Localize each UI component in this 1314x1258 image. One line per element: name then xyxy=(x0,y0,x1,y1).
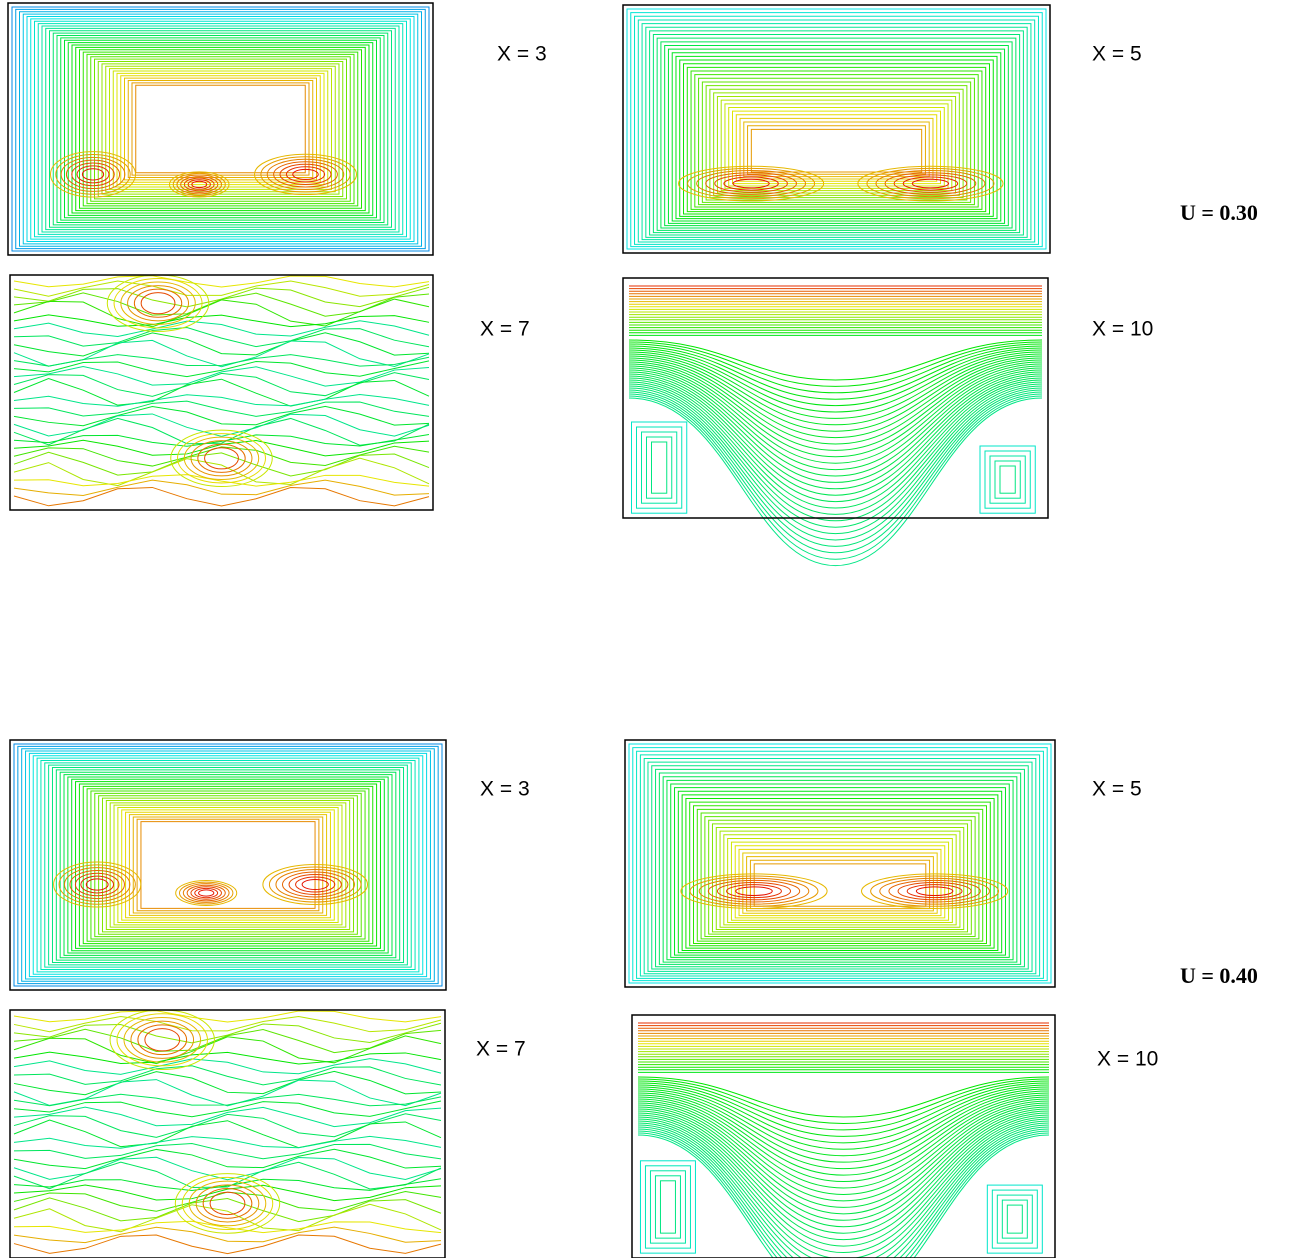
panel-label: X = 10 xyxy=(1092,318,1153,341)
panel-label: X = 10 xyxy=(1097,1048,1158,1071)
contour-plot xyxy=(10,1010,445,1258)
panel-label: X = 7 xyxy=(476,1038,526,1061)
panel-label: X = 3 xyxy=(480,778,530,801)
contour-plot xyxy=(625,740,1055,987)
contour-plot xyxy=(623,5,1050,253)
panel-label: X = 7 xyxy=(480,318,530,341)
contour-plot xyxy=(10,740,446,990)
contour-plot xyxy=(632,1015,1055,1258)
panel-label: X = 3 xyxy=(497,43,547,66)
page: U = 0.30 U = 0.40 X = 3 X = 5 X = 7 X = 10 X… xyxy=(0,0,1314,1258)
group-label: U = 0.40 xyxy=(1180,963,1258,988)
figure: U = 0.30 U = 0.40 X = 3 X = 5 X = 7 X = 10 X… xyxy=(0,0,1314,1258)
panel-label: X = 5 xyxy=(1092,778,1142,801)
group-label: U = 0.30 xyxy=(1180,200,1258,225)
contour-plot xyxy=(10,275,433,510)
contour-plot xyxy=(8,3,433,255)
contour-plot xyxy=(623,278,1048,566)
panel-label: X = 5 xyxy=(1092,43,1142,66)
